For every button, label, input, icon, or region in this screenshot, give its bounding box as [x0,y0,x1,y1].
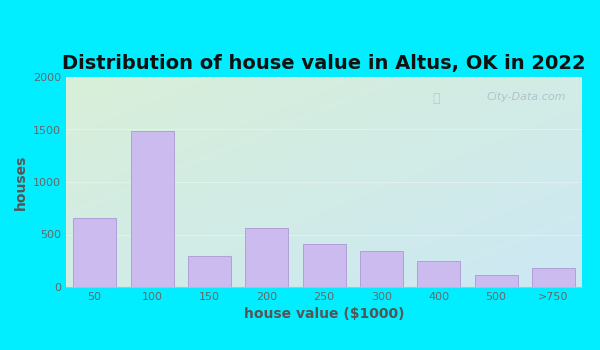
Bar [417,261,460,287]
Bar [532,268,575,287]
X-axis label: house value ($1000): house value ($1000) [244,307,404,321]
Text: ⦿: ⦿ [433,92,440,105]
Text: City-Data.com: City-Data.com [487,92,566,102]
Bar [360,251,403,287]
Title: Distribution of house value in Altus, OK in 2022: Distribution of house value in Altus, OK… [62,54,586,73]
Bar [73,218,116,287]
Y-axis label: houses: houses [13,154,28,210]
Bar [302,244,346,287]
Bar [475,275,517,287]
Bar [188,256,231,287]
Bar [245,228,288,287]
Bar [131,131,173,287]
